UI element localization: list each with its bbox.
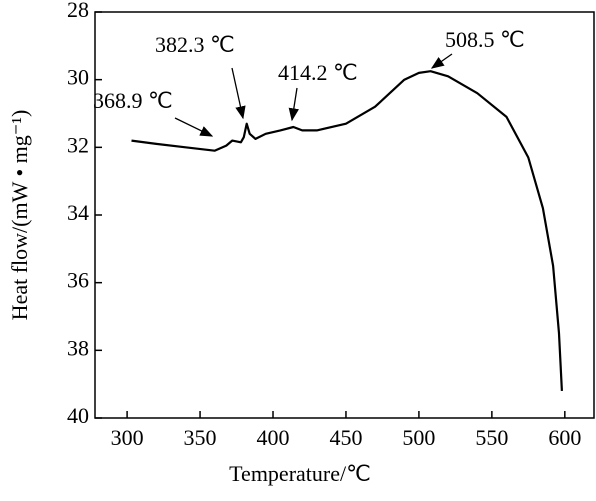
annotation-arrow — [174, 117, 214, 137]
y-axis-label: Heat flow/(mW • mg⁻¹) — [7, 110, 32, 321]
y-tick-label: 32 — [67, 132, 89, 157]
x-tick-label: 350 — [184, 425, 217, 450]
x-tick-label: 400 — [257, 425, 290, 450]
x-tick-label: 600 — [548, 425, 581, 450]
y-tick-label: 34 — [67, 200, 89, 225]
x-tick-label: 450 — [329, 425, 362, 450]
annotation-arrow — [288, 87, 299, 122]
annotation: 368.9 ℃ — [93, 88, 173, 113]
x-axis-label: Temperature/℃ — [229, 461, 371, 486]
y-tick-label: 30 — [67, 65, 89, 90]
annotation: 508.5 ℃ — [445, 27, 525, 52]
y-tick-label: 38 — [67, 335, 89, 360]
annotation-arrow — [430, 53, 453, 69]
y-tick-label: 28 — [67, 0, 89, 22]
x-tick-label: 550 — [475, 425, 508, 450]
annotation: 414.2 ℃ — [278, 60, 358, 85]
y-tick-label: 40 — [67, 403, 89, 428]
line — [131, 70, 563, 391]
annotation-arrow — [231, 67, 246, 120]
x-tick-label: 300 — [111, 425, 144, 450]
annotation: 382.3 ℃ — [155, 32, 235, 57]
y-tick-label: 36 — [67, 268, 89, 293]
x-tick-label: 500 — [402, 425, 435, 450]
